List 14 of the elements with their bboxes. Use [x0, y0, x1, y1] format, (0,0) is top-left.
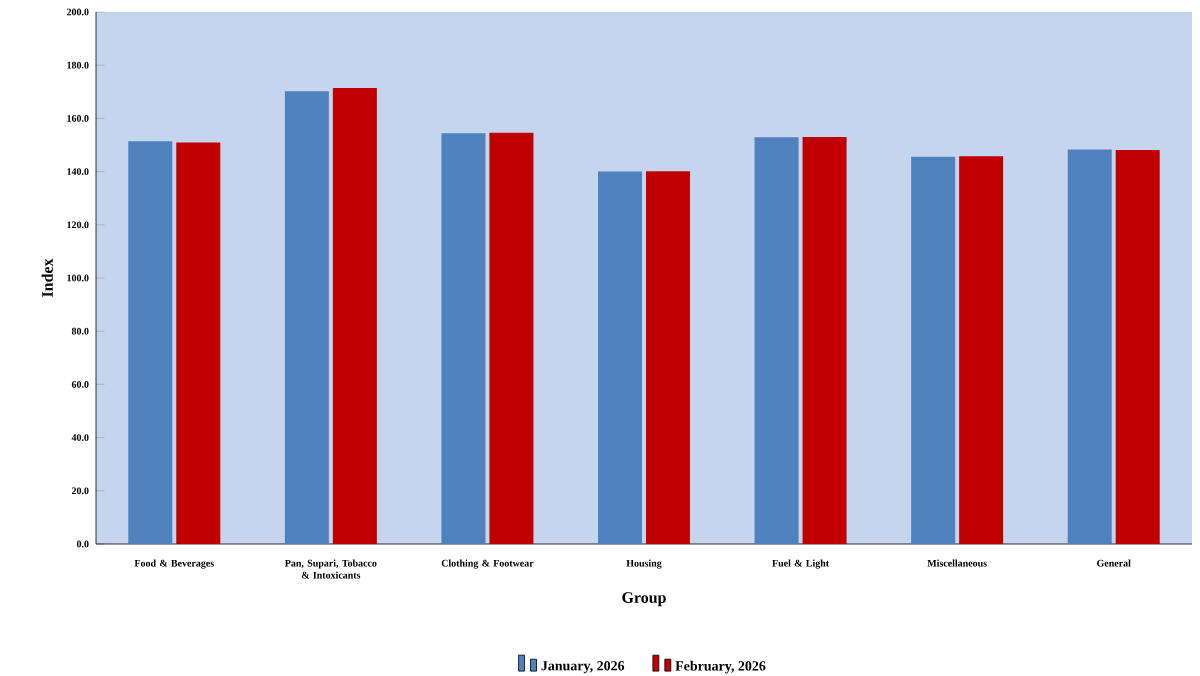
bar	[598, 171, 643, 544]
bar	[441, 133, 486, 544]
bar	[332, 88, 377, 544]
bar	[802, 137, 847, 544]
bar	[128, 141, 173, 544]
bar	[176, 142, 221, 544]
bar	[1067, 149, 1112, 544]
bar	[959, 156, 1004, 544]
bar	[489, 132, 534, 544]
bar	[1115, 150, 1160, 544]
bar	[645, 171, 690, 544]
bar	[284, 91, 329, 544]
bar	[911, 156, 956, 544]
bar	[754, 137, 799, 544]
